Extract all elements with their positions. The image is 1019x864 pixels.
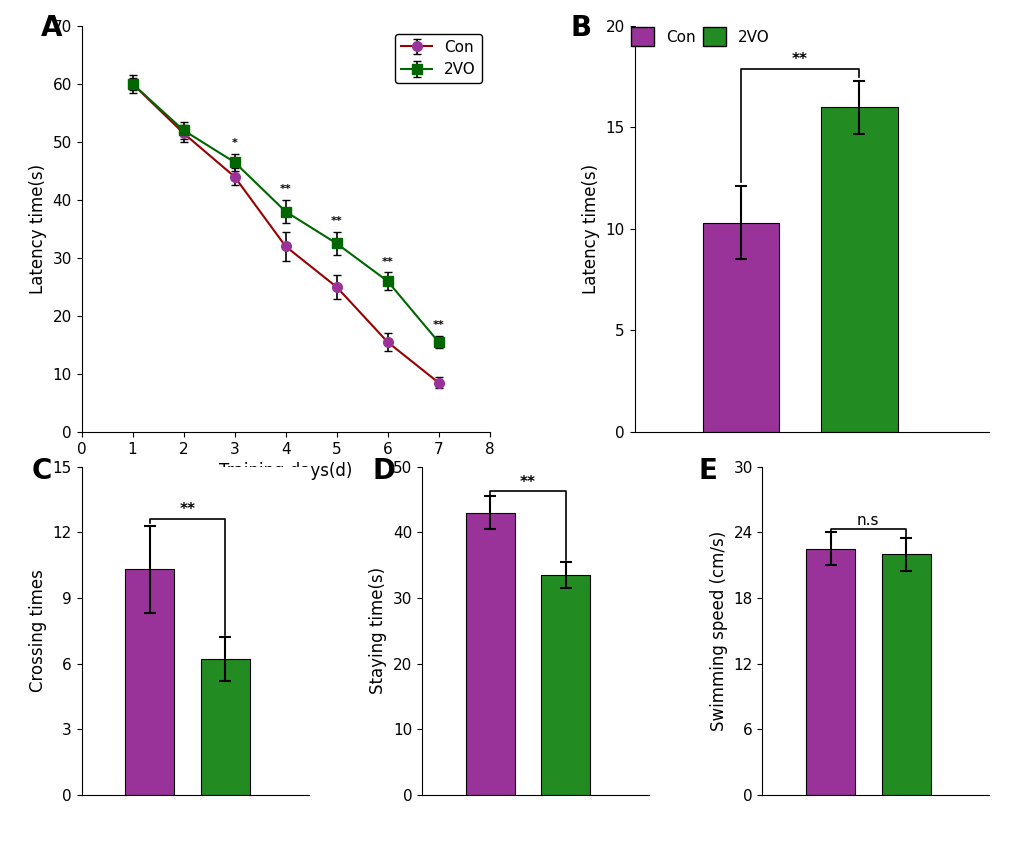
Bar [201,659,250,795]
Text: **: ** [330,216,342,226]
Text: **: ** [381,257,393,267]
Text: B: B [571,14,591,41]
Text: D: D [372,457,394,485]
Legend: Con, 2VO: Con, 2VO [395,34,482,84]
Y-axis label: Latency time(s): Latency time(s) [582,164,599,294]
Text: **: ** [792,52,807,67]
Text: A: A [41,14,62,41]
X-axis label: Training days(d): Training days(d) [219,462,352,480]
Text: **: ** [432,321,444,331]
Bar [880,554,930,795]
Text: n.s: n.s [856,513,878,528]
Bar [805,549,854,795]
Bar [465,512,515,795]
Bar [820,107,897,432]
Text: *: * [231,137,237,148]
Y-axis label: Swimming speed (cm/s): Swimming speed (cm/s) [709,530,728,731]
Text: C: C [32,457,52,485]
Text: **: ** [279,184,291,194]
Y-axis label: Crossing times: Crossing times [30,569,47,692]
Y-axis label: Latency time(s): Latency time(s) [29,164,47,294]
Y-axis label: Staying time(s): Staying time(s) [369,567,387,695]
Bar [702,223,779,432]
Bar [541,575,590,795]
Text: **: ** [520,474,535,490]
Bar [125,569,174,795]
Legend: Con, 2VO: Con, 2VO [624,22,775,52]
Text: **: ** [179,502,196,517]
Text: E: E [698,457,717,485]
